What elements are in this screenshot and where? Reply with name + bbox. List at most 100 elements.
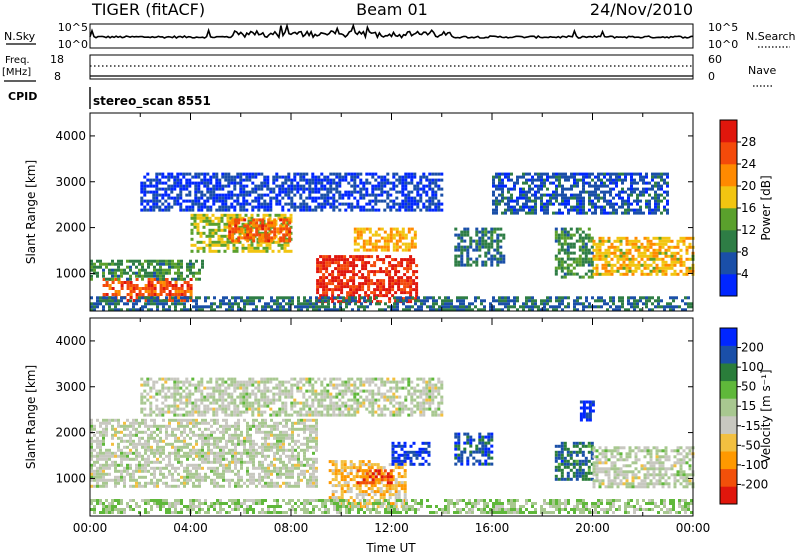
heatmap-cell (245, 193, 249, 197)
heatmap-cell (627, 205, 630, 209)
heatmap-cell (249, 460, 252, 464)
heatmap-cell (287, 193, 291, 197)
heatmap-cell (607, 239, 611, 243)
heatmap-cell (554, 236, 558, 240)
heatmap-cell (652, 266, 656, 270)
heatmap-cell (279, 302, 282, 306)
heatmap-cell (537, 184, 540, 188)
heatmap-cell (531, 175, 534, 179)
heatmap-cell (153, 293, 157, 296)
heatmap-cell (673, 245, 677, 249)
heatmap-cell (631, 242, 635, 246)
heatmap-cell (222, 436, 225, 440)
heatmap-cell (114, 451, 117, 455)
heatmap-cell (649, 269, 653, 273)
heatmap-cell (413, 196, 417, 200)
heatmap-cell (240, 484, 243, 488)
heatmap-cell (213, 451, 216, 455)
heatmap-cell (466, 263, 470, 267)
heatmap-cell (349, 276, 353, 280)
heatmap-cell (117, 436, 120, 440)
heatmap-cell (144, 271, 147, 275)
heatmap-cell (234, 436, 237, 440)
heatmap-cell (188, 184, 192, 188)
heatmap-cell (592, 242, 596, 246)
heatmap-cell (300, 472, 303, 476)
heatmap-cell (168, 460, 171, 464)
heatmap-cell (161, 187, 165, 191)
heatmap-cell (560, 236, 564, 240)
heatmap-cell (143, 181, 147, 185)
heatmap-cell (600, 190, 603, 194)
heatmap-cell (379, 279, 383, 283)
heatmap-cell (180, 418, 183, 422)
heatmap-cell (519, 208, 522, 212)
heatmap-cell (105, 262, 108, 266)
heatmap-cell (329, 172, 333, 176)
heatmap-cell (403, 279, 407, 283)
heatmap-cell (239, 187, 243, 191)
heatmap-cell (168, 484, 171, 488)
heatmap-cell (221, 172, 225, 176)
heatmap-cell (144, 430, 147, 434)
heatmap-cell (664, 254, 668, 258)
heatmap-cell (257, 172, 261, 176)
heatmap-cell (227, 184, 231, 188)
heatmap-cell (144, 460, 147, 464)
heatmap-cell (525, 302, 528, 306)
heatmap-cell (516, 208, 519, 212)
heatmap-cell (507, 208, 510, 212)
heatmap-cell (528, 205, 531, 209)
heatmap-cell (492, 211, 495, 215)
heatmap-cell (242, 178, 246, 182)
heatmap-cell (591, 172, 594, 176)
heatmap-cell (600, 181, 603, 185)
heatmap-cell (601, 251, 605, 255)
heatmap-cell (573, 299, 576, 303)
heatmap-cell (93, 439, 96, 443)
heatmap-cell (312, 472, 315, 476)
heatmap-cell (159, 259, 162, 263)
heatmap-cell (604, 239, 608, 243)
heatmap-cell (270, 472, 273, 476)
heatmap-cell (285, 472, 288, 476)
heatmap-cell (415, 270, 419, 274)
heatmap-cell (261, 296, 264, 300)
heatmap-cell (243, 305, 246, 309)
heatmap-cell (219, 302, 222, 306)
heatmap-cell (300, 421, 303, 425)
heatmap-cell (153, 454, 156, 458)
heatmap-cell (670, 254, 674, 258)
heatmap-cell (402, 308, 405, 312)
heatmap-cell (152, 193, 156, 197)
heatmap-cell (404, 205, 408, 209)
heatmap-cell (213, 457, 216, 461)
heatmap-cell (216, 466, 219, 470)
heatmap-cell (231, 424, 234, 428)
heatmap-cell (126, 299, 130, 302)
heatmap-cell (315, 299, 318, 303)
heatmap-cell (159, 448, 162, 452)
heatmap-cell (501, 211, 504, 215)
heatmap-cell (666, 302, 669, 306)
heatmap-cell (395, 172, 399, 176)
heatmap-cell (212, 193, 216, 197)
heatmap-cell (273, 436, 276, 440)
heatmap-cell (634, 248, 638, 252)
heatmap-cell (219, 475, 222, 479)
heatmap-cell (642, 211, 645, 215)
heatmap-cell (279, 421, 282, 425)
heatmap-cell (621, 211, 624, 215)
heatmap-cell (155, 187, 159, 191)
heatmap-cell (277, 237, 281, 241)
heatmap-cell (248, 202, 252, 206)
heatmap-cell (144, 457, 147, 461)
heatmap-cell (201, 448, 204, 452)
heatmap-cell (222, 299, 225, 303)
heatmap-cell (199, 234, 203, 238)
heatmap-cell (197, 202, 201, 206)
heatmap-cell (185, 205, 189, 209)
heatmap-cell (108, 268, 111, 272)
heatmap-cell (398, 175, 402, 179)
